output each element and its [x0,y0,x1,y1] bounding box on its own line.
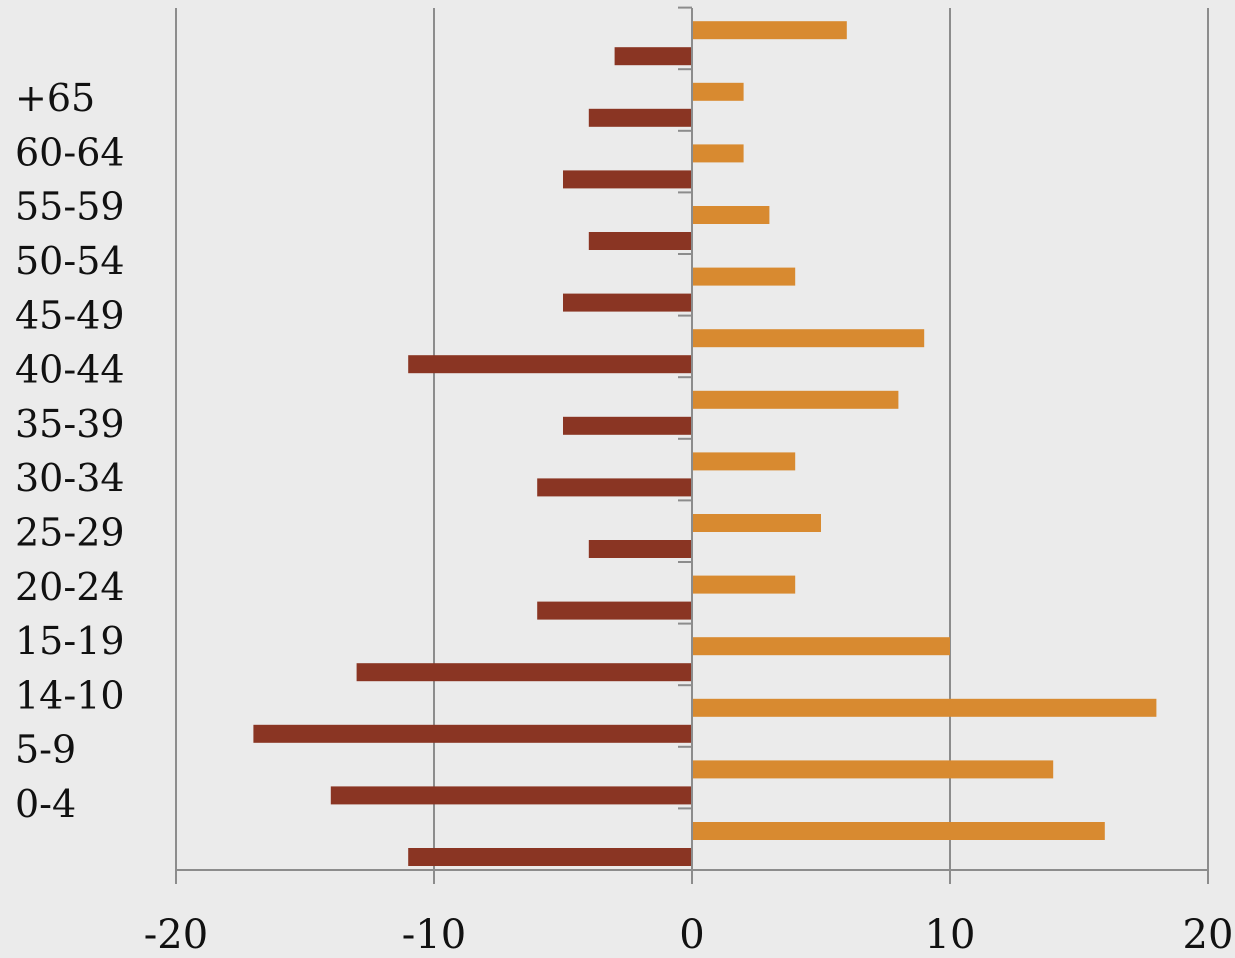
bar-positive-55-59 [692,144,744,163]
x-tick-label: -10 [402,912,466,954]
x-tick-label: -20 [144,912,208,954]
bar-positive-15-19 [692,637,950,656]
bar-positive-5-9 [692,760,1054,779]
bar-negative-30-34 [537,478,692,497]
bar-positive-20-24 [692,575,796,594]
bar-negative-15-19 [356,663,692,682]
bar-negative-40-44 [408,355,692,374]
y-category-label: 15-19 [15,619,125,663]
y-category-label: 20-24 [15,565,125,609]
bar-positive-25-29 [692,514,821,532]
y-category-label: +65 [15,76,95,120]
y-category-label: 5-9 [15,728,76,772]
bar-positive-50-54 [692,206,770,224]
bar-positive-35-39 [692,390,899,409]
x-tick-label: 0 [679,912,704,954]
y-category-label: 30-34 [15,456,125,500]
labels: -20 -10 0 10 20 0-4 5-9 14-10 15-19 20-24 25-29 30-… [15,76,1234,958]
y-category-label: 14-10 [15,673,125,717]
bar-negative-50-54 [588,232,692,250]
bar-negative-+65 [614,47,692,66]
y-category-label: 55-59 [15,185,125,229]
bar-negative-45-49 [563,293,692,312]
bar-negative-60-64 [588,108,692,127]
bar-negative-20-24 [537,601,692,620]
bar-negative-14-10 [253,724,692,743]
y-category-label: 45-49 [15,293,125,337]
y-category-label: 40-44 [15,348,125,392]
bar-positive-60-64 [692,82,744,101]
bar-negative-55-59 [563,170,692,189]
bar-negative-35-39 [563,416,692,435]
bar-positive-0-4 [692,822,1105,840]
y-category-label: 50-54 [15,239,125,283]
bar-positive-45-49 [692,267,796,286]
x-tick-label: 10 [925,912,976,954]
axes [175,6,1209,884]
y-category-label: 60-64 [15,130,125,174]
bar-negative-5-9 [330,786,692,805]
bar-positive-30-34 [692,452,796,471]
bar-negative-0-4 [408,848,692,866]
bar-positive-14-10 [692,698,1157,717]
y-category-label: 35-39 [15,402,125,446]
bar-positive-+65 [692,21,847,40]
x-tick-label: 20 [1183,912,1234,954]
y-category-label: 0-4 [15,782,76,826]
bars [253,21,1157,866]
bar-positive-40-44 [692,329,925,348]
bar-negative-25-29 [588,540,692,558]
y-category-label: 25-29 [15,511,125,555]
